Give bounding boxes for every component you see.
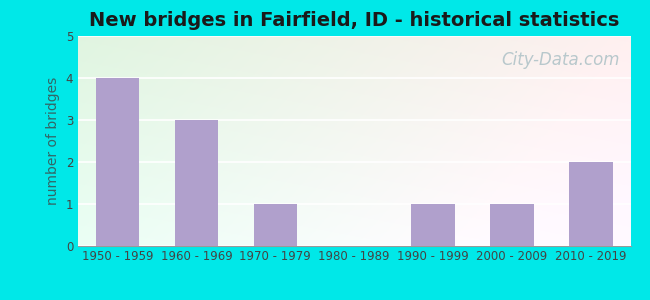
Bar bbox=[96, 78, 139, 246]
Bar bbox=[254, 204, 297, 246]
Bar bbox=[175, 120, 218, 246]
Title: New bridges in Fairfield, ID - historical statistics: New bridges in Fairfield, ID - historica… bbox=[89, 11, 619, 30]
Text: City-Data.com: City-Data.com bbox=[501, 51, 619, 69]
Bar bbox=[411, 204, 455, 246]
Bar bbox=[490, 204, 534, 246]
Bar bbox=[569, 162, 613, 246]
Y-axis label: number of bridges: number of bridges bbox=[46, 77, 60, 205]
